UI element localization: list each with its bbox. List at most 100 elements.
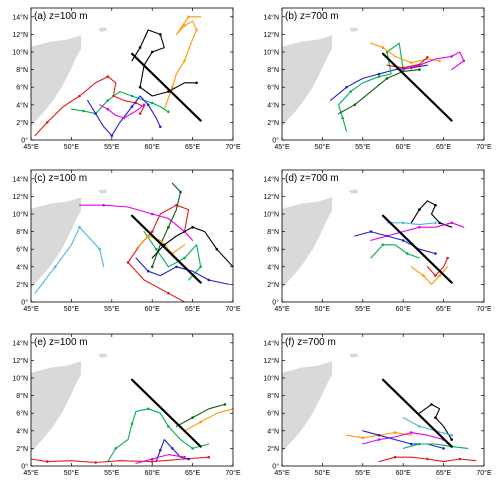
y-tick-label: 4°N: [16, 101, 28, 109]
trajectory-point: [146, 234, 150, 238]
x-tick-label: 50°E: [64, 469, 80, 477]
x-tick-label: 55°E: [355, 469, 371, 477]
island: [349, 189, 358, 194]
trajectory-point: [183, 59, 186, 63]
panel-label: (a) z=100 m: [34, 11, 88, 22]
trajectory-point: [450, 55, 454, 58]
trajectory-point: [418, 442, 421, 446]
panel-frame: [281, 169, 485, 303]
panel-label: (f) z=700 m: [285, 337, 336, 348]
trajectory-line: [338, 42, 404, 132]
y-tick-label: 14°N: [12, 339, 28, 347]
y-tick-label: 4°N: [267, 427, 279, 435]
trajectory-point: [142, 103, 146, 107]
x-tick-label: 60°E: [396, 143, 412, 151]
trajectory-point: [150, 457, 154, 461]
trajectory-point: [94, 112, 97, 115]
trajectory-point: [199, 420, 202, 424]
panel-c: (c) z=100 m 45°E 50°E 55°E 60°E 65°E 70°E 0° 2°N…: [12, 169, 241, 313]
island: [98, 189, 107, 194]
trajectory-point: [450, 433, 454, 437]
trajectory-point: [171, 447, 174, 450]
x-tick-label: 65°E: [436, 305, 452, 313]
trajectory-point: [45, 460, 49, 463]
y-tick-label: 2°N: [16, 119, 28, 127]
trajectory-point: [130, 94, 134, 98]
y-tick-label: 6°N: [267, 410, 279, 418]
trajectory-point: [401, 239, 405, 242]
trajectory-point: [106, 107, 110, 111]
y-tick-label: 10°N: [263, 49, 279, 57]
trajectory-point: [426, 56, 429, 59]
y-tick-label: 6°N: [267, 246, 279, 254]
y-tick-label: 0°: [272, 463, 279, 471]
trajectory-line: [402, 417, 453, 436]
trajectory-point: [450, 438, 454, 441]
island: [98, 353, 107, 358]
trajectory-point: [130, 105, 134, 108]
section-line: [130, 378, 202, 448]
panel-label: (e) z=100 m: [34, 337, 88, 348]
y-tick-label: 10°N: [12, 375, 28, 383]
trajectory-point: [150, 101, 154, 105]
trajectory-point: [438, 59, 441, 63]
trajectory-point: [377, 72, 381, 76]
x-tick-label: 55°E: [104, 305, 120, 313]
x-tick-label: 45°E: [23, 305, 39, 313]
panel-label: (b) z=700 m: [285, 11, 339, 22]
y-tick-label: 6°N: [267, 84, 279, 92]
y-tick-label: 2°N: [267, 119, 279, 127]
trajectory-point: [195, 28, 198, 32]
y-tick-label: 2°N: [16, 281, 28, 289]
y-tick-label: 12°N: [12, 31, 28, 39]
x-tick-label: 45°E: [274, 305, 290, 313]
y-tick-label: 0°: [272, 299, 279, 307]
plot-area: [282, 8, 466, 132]
trajectory-line: [155, 439, 190, 463]
trajectory-point: [377, 75, 381, 78]
y-tick-label: 10°N: [263, 211, 279, 219]
trajectory-point: [393, 431, 397, 434]
trajectory-point: [341, 116, 344, 120]
landmass: [282, 170, 333, 289]
y-tick-label: 0°: [21, 299, 28, 307]
trajectory-point: [345, 85, 348, 89]
y-tick-label: 14°N: [263, 339, 279, 347]
trajectory-point: [122, 116, 126, 120]
y-tick-label: 8°N: [16, 392, 28, 400]
x-tick-label: 45°E: [23, 143, 39, 151]
trajectory-point: [106, 99, 110, 102]
x-tick-label: 65°E: [185, 469, 201, 477]
trajectory-line: [99, 104, 145, 119]
trajectory-point: [98, 247, 101, 251]
trajectory-line: [362, 430, 445, 449]
x-tick-label: 70°E: [225, 469, 241, 477]
trajectory-line: [183, 408, 233, 432]
trajectory-point: [45, 121, 49, 124]
trajectory-point: [401, 221, 405, 225]
trajectory-point: [369, 230, 373, 233]
trajectory-point: [385, 77, 389, 80]
trajectory-line: [362, 432, 445, 445]
trajectory-line: [370, 222, 465, 241]
panel-b: (b) z=700 m 45°E 50°E 55°E 60°E 65°E 70°E 0° 2°N…: [263, 7, 492, 151]
y-tick-label: 12°N: [263, 357, 279, 365]
trajectory-point: [418, 68, 421, 71]
trajectory-line: [175, 403, 226, 427]
y-tick-label: 14°N: [263, 13, 279, 21]
trajectory-point: [446, 256, 449, 260]
trajectory-point: [353, 103, 357, 107]
trajectory-point: [146, 407, 150, 411]
trajectory-point: [146, 269, 150, 273]
trajectory-line: [151, 182, 182, 268]
trajectory-point: [154, 247, 158, 251]
trajectory-line: [135, 454, 186, 464]
trajectory-point: [114, 447, 118, 450]
y-tick-label: 8°N: [267, 392, 279, 400]
y-tick-label: 6°N: [16, 410, 28, 418]
trajectory-point: [381, 46, 385, 49]
y-tick-label: 8°N: [16, 228, 28, 236]
trajectory-point: [138, 112, 142, 115]
trajectory-point: [130, 422, 134, 426]
trajectory-point: [215, 247, 219, 251]
